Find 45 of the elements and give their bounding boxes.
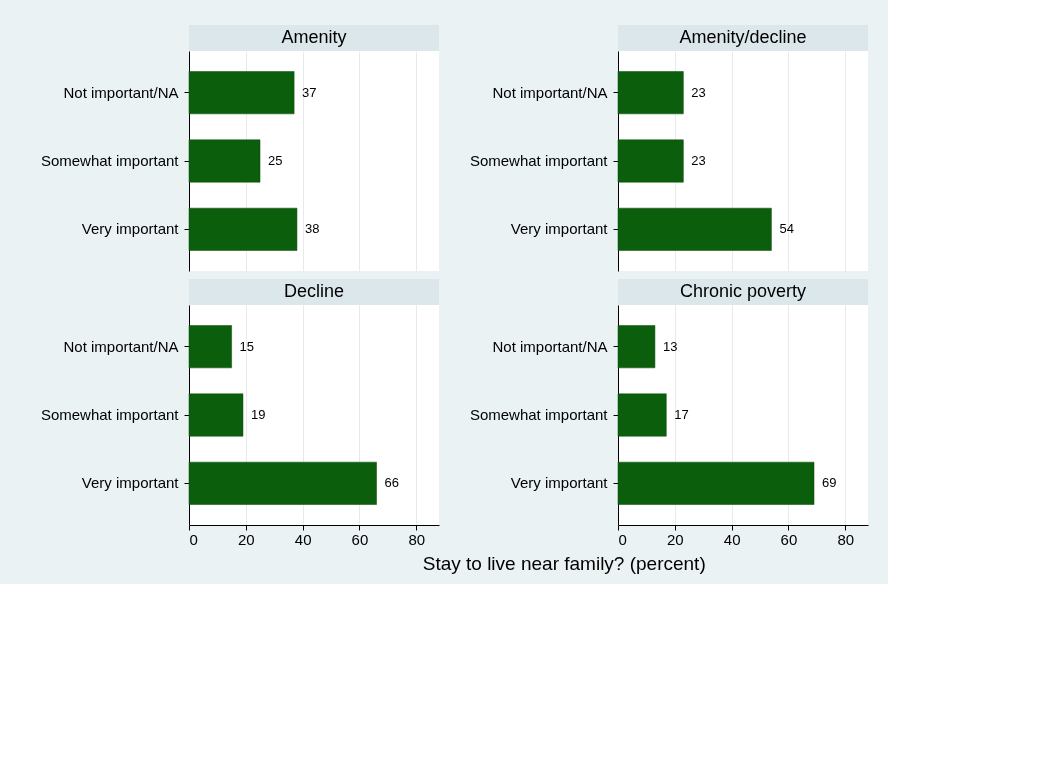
- data-label: 38: [304, 221, 320, 237]
- x-tick-label: 60: [780, 530, 798, 548]
- data-label: 66: [384, 475, 399, 491]
- bar: [188, 461, 377, 505]
- y-tick-label: Not important/NA: [492, 83, 608, 101]
- x-axis-title: Stay to live near family? (percent): [422, 553, 706, 574]
- x-tick-label: 20: [237, 530, 255, 548]
- y-tick-label: Somewhat important: [40, 152, 180, 169]
- y-tick-label: Very important: [510, 474, 609, 492]
- x-tick-label: 80: [408, 530, 426, 548]
- data-label: 69: [822, 475, 837, 491]
- data-label: 23: [691, 153, 706, 168]
- bar: [617, 325, 656, 369]
- y-tick-label: Very important: [81, 474, 180, 492]
- bar: [188, 325, 232, 369]
- data-label: 37: [302, 84, 317, 100]
- y-tick-label: Somewhat important: [469, 406, 609, 423]
- chart-title: Chronic poverty: [679, 281, 807, 301]
- x-tick-label: 0: [618, 530, 627, 548]
- x-tick-label: 20: [666, 530, 684, 548]
- bar: [188, 393, 244, 437]
- data-label: 17: [674, 407, 689, 422]
- x-tick-label: 0: [189, 530, 198, 548]
- y-tick-label: Somewhat important: [469, 152, 609, 169]
- y-tick-label: Not important/NA: [63, 337, 179, 355]
- x-tick-label: 40: [723, 530, 741, 548]
- y-tick-label: Not important/NA: [492, 337, 608, 355]
- data-label: 15: [239, 338, 255, 354]
- x-tick-label: 40: [294, 530, 312, 548]
- chart-title: Decline: [283, 281, 345, 301]
- chart-title: Amenity: [281, 27, 347, 47]
- data-label: 19: [250, 407, 266, 422]
- data-label: 25: [268, 153, 283, 168]
- bar: [617, 461, 815, 505]
- y-tick-label: Somewhat important: [40, 406, 180, 423]
- data-label: 13: [662, 338, 678, 354]
- y-tick-label: Not important/NA: [63, 83, 179, 101]
- x-tick-label: 80: [837, 530, 855, 548]
- x-tick-label: 60: [351, 530, 369, 548]
- y-tick-label: Very important: [510, 220, 609, 238]
- chart-title: Amenity/decline: [679, 27, 807, 47]
- data-label: 23: [691, 84, 706, 100]
- y-tick-label: Very important: [81, 220, 180, 238]
- data-label: 54: [779, 221, 794, 237]
- bar: [617, 393, 667, 437]
